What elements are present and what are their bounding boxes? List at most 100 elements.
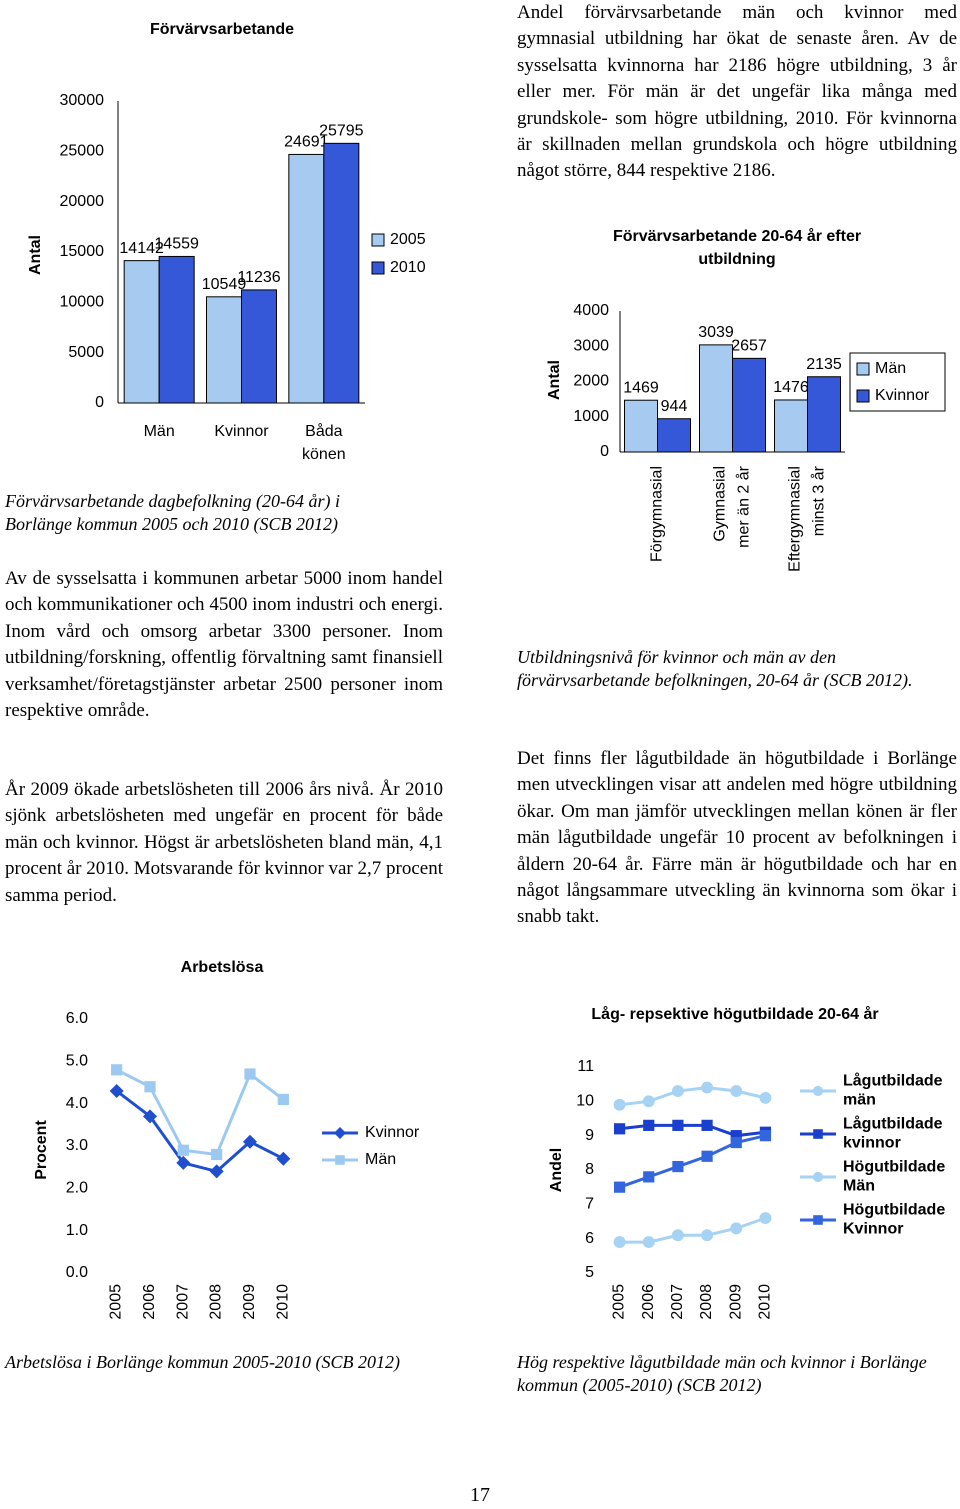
y-tick-label: 6.0: [66, 1010, 88, 1027]
data-label: 11236: [237, 269, 280, 286]
data-point: [643, 1119, 655, 1131]
y-tick-label: 3.0: [66, 1137, 88, 1154]
chart-title: Förvärvsarbetande 20-64 år efter utbildni…: [613, 227, 861, 268]
data-point: [759, 1091, 772, 1104]
legend-label: Män: [875, 360, 906, 377]
x-tick-label: 2007: [175, 1284, 192, 1320]
data-point: [143, 1109, 157, 1124]
legend-label: Högutbildade Kvinnor: [843, 1202, 945, 1238]
data-label: 2135: [806, 356, 842, 373]
x-tick-label: Båda könen: [302, 422, 346, 463]
bar: [241, 289, 277, 404]
data-point: [209, 1164, 224, 1179]
data-label: 944: [661, 398, 688, 415]
legend-label: 2005: [390, 231, 426, 248]
x-tick-label: Gymnasial mer än 2 år: [712, 465, 753, 547]
series-line: [115, 1068, 285, 1157]
data-label: 14559: [154, 236, 199, 253]
series-line: [115, 1089, 285, 1174]
y-tick-label: 5.0: [66, 1053, 88, 1070]
legend-label: Män: [365, 1151, 396, 1168]
data-point: [701, 1081, 714, 1094]
paragraph: Av de sysselsatta i kommunen arbetar 500…: [5, 568, 443, 722]
legend-marker: [812, 1085, 824, 1097]
bar: [123, 260, 160, 404]
bar: [288, 153, 325, 404]
data-label: 1476: [773, 379, 809, 396]
y-tick-label: 30000: [60, 92, 105, 109]
legend-marker: [813, 1215, 823, 1225]
data-point: [243, 1134, 257, 1149]
y-axis-label: Andel: [548, 1148, 565, 1192]
x-tick-label: 2006: [141, 1284, 158, 1320]
bar: [732, 357, 766, 453]
series-line: [619, 1086, 766, 1107]
data-point: [671, 1085, 684, 1097]
y-axis-label: Antal: [27, 235, 44, 275]
y-tick-label: 0: [600, 443, 609, 460]
data-point: [613, 1098, 626, 1111]
paragraph: Andel förvärvsarbetande män och kvinnor …: [517, 2, 957, 182]
legend-label: Lågutbildade kvinnor: [843, 1115, 943, 1152]
data-point: [176, 1155, 191, 1170]
x-tick-label: 2010: [757, 1284, 774, 1320]
y-tick-label: 7: [585, 1196, 594, 1213]
paragraph: Det finns fler lågutbildade än högutbild…: [517, 748, 957, 928]
data-point: [643, 1171, 655, 1183]
legend-swatch: [856, 362, 870, 376]
y-tick-label: 20000: [60, 193, 105, 210]
data-point: [276, 1151, 291, 1166]
series-line: [619, 1134, 766, 1189]
data-point: [211, 1148, 223, 1161]
y-tick-label: 0: [95, 394, 104, 411]
legend-marker: [335, 1155, 345, 1165]
legend-swatch: [371, 233, 385, 247]
legend-marker: [813, 1129, 823, 1139]
legend-label: 2010: [390, 259, 426, 276]
y-tick-label: 1.0: [66, 1222, 88, 1239]
data-point: [701, 1119, 713, 1131]
data-point: [759, 1212, 772, 1225]
x-tick-label: 2008: [698, 1284, 715, 1320]
data-point: [144, 1081, 156, 1093]
legend-swatch: [856, 389, 870, 403]
y-tick-label: 4000: [573, 302, 609, 319]
data-point: [730, 1085, 743, 1097]
data-point: [701, 1150, 713, 1162]
data-label: 10549: [202, 276, 247, 293]
x-tick-label: 2006: [640, 1284, 657, 1320]
x-tick-label: Män: [144, 423, 175, 440]
y-tick-label: 11: [577, 1058, 594, 1075]
bar: [657, 418, 691, 453]
legend-label: Kvinnor: [875, 387, 930, 404]
y-axis-label: Procent: [33, 1120, 50, 1180]
chart-title: Förvärvsarbetande: [150, 21, 294, 38]
bar: [624, 399, 658, 453]
y-tick-label: 2000: [573, 373, 609, 390]
series-line: [619, 1216, 766, 1244]
data-point: [730, 1130, 742, 1142]
y-tick-label: 5000: [68, 344, 104, 361]
data-point: [642, 1095, 655, 1108]
x-tick-label: 2010: [275, 1284, 292, 1320]
y-tick-label: 3000: [573, 337, 609, 354]
bar: [323, 142, 360, 404]
data-point: [109, 1083, 124, 1098]
y-tick-label: 4.0: [66, 1095, 88, 1112]
y-tick-label: 0.0: [66, 1264, 88, 1281]
data-label: 24691: [284, 134, 329, 151]
caption: Arbetslösa i Borlänge kommun 2005-2010 (…: [5, 1352, 400, 1372]
y-tick-label: 25000: [60, 143, 105, 160]
y-tick-label: 8: [585, 1161, 594, 1178]
legend-label: Högutbildade Män: [843, 1159, 945, 1195]
data-point: [277, 1093, 289, 1106]
x-tick-label: 2008: [208, 1284, 225, 1320]
data-label: 1469: [623, 379, 659, 396]
data-point: [613, 1236, 626, 1249]
data-label: 3039: [698, 324, 734, 341]
caption: Hög respektive lågutbildade män och kvin…: [517, 1352, 927, 1395]
bar: [158, 255, 195, 404]
caption: Utbildningsnivå för kvinnor och män av d…: [517, 647, 913, 690]
legend-label: Kvinnor: [365, 1124, 420, 1141]
data-label: 25795: [319, 123, 364, 140]
